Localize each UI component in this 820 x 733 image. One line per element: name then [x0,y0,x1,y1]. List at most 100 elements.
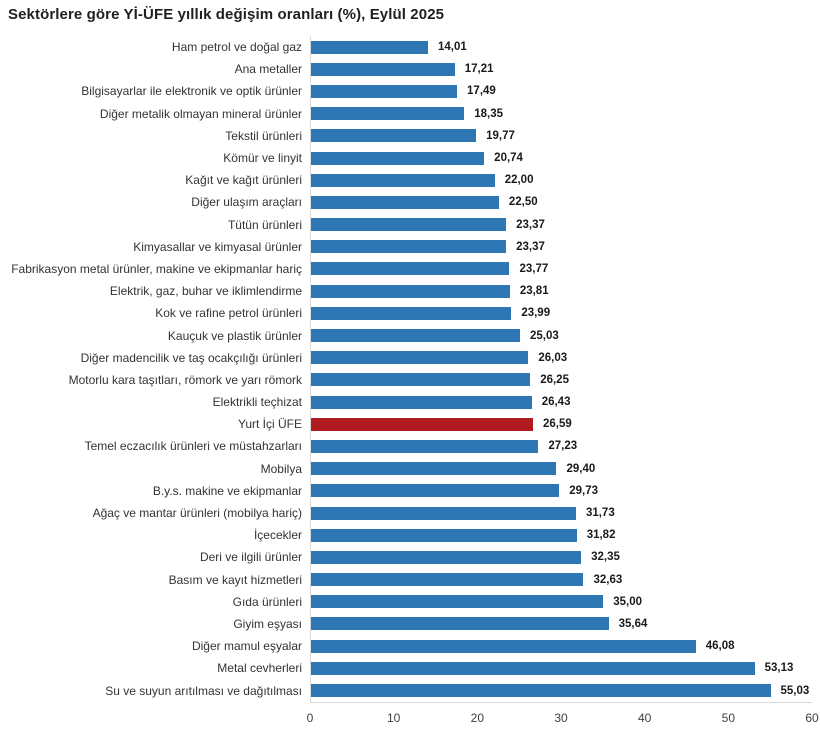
plot-cell: 29,73 [310,479,812,502]
category-label: Kömür ve linyit [223,151,302,166]
chart-row: Ağaç ve mantar ürünleri (mobilya hariç) … [8,501,812,525]
category-label: Giyim eşyası [233,616,302,631]
chart-row: Bilgisayarlar ile elektronik ve optik ür… [8,80,812,103]
bar [311,129,477,143]
chart-row: Fabrikasyon metal ürünler, makine ve eki… [8,257,812,281]
plot-cell: 23,37 [310,235,812,258]
bar [311,506,576,520]
chart-row: Diğer ulaşım araçları 22,50 [8,191,812,214]
value-label: 17,49 [467,85,496,98]
category-label: Diğer metalik olmayan mineral ürünler [99,106,302,121]
bar [311,462,557,476]
bar [311,240,507,254]
bar [311,528,577,542]
x-tick-label: 0 [306,710,314,725]
chart-row: Tütün ürünleri 23,37 [8,213,812,236]
chart-rows: Ham petrol ve doğal gaz 14,01 Ana metall… [8,36,812,702]
bar [311,573,584,587]
value-label: 32,63 [593,573,623,586]
chart-row: Motorlu kara taşıtları, römork ve yarı r… [8,368,812,391]
value-label: 18,35 [474,107,503,120]
category-label: Fabrikasyon metal ürünler, makine ve eki… [11,261,302,276]
value-label: 35,64 [618,617,648,630]
x-tick-label: 40 [637,710,652,725]
value-label: 27,23 [548,440,578,453]
chart-row: Ana metaller 17,21 [8,58,812,81]
chart-title: Sektörlere göre Yİ-ÜFE yıllık değişim or… [8,6,445,23]
plot-cell: 32,63 [310,568,812,591]
bar [311,395,532,409]
category-label: Deri ve ilgili ürünler [199,550,302,565]
bar [311,439,539,453]
value-label: 22,50 [508,196,538,209]
x-axis: 0 10 20 30 40 50 60 [306,701,819,729]
value-label: 53,13 [764,662,794,675]
bar-chart: Ham petrol ve doğal gaz 14,01 Ana metall… [8,36,819,729]
bar [311,107,465,121]
bar [311,62,455,76]
chart-row: Kauçuk ve plastik ürünler 25,03 [8,324,812,347]
chart-row: İçecekler 31,82 [8,524,812,547]
chart-row: Diğer mamul eşyalar 46,08 [8,635,812,658]
value-label: 29,73 [569,484,599,497]
value-label: 23,37 [516,240,545,253]
plot-cell: 18,35 [310,102,812,125]
x-tick-label: 20 [470,710,485,725]
x-tick-label: 60 [805,710,819,725]
chart-row: Kağıt ve kağıt ürünleri 22,00 [8,169,812,192]
plot-cell: 17,49 [310,80,812,103]
chart-row: Su ve suyun arıtılması ve dağıtılması 55… [8,679,812,702]
value-label: 23,81 [519,285,549,298]
plot-cell: 26,43 [310,391,812,414]
chart-row: Diğer madencilik ve taş ocakçılığı ürünl… [8,346,812,369]
bar [311,329,520,343]
value-label: 23,99 [521,307,551,320]
plot-cell: 19,77 [310,124,812,147]
chart-row: Kimyasallar ve kimyasal ürünler 23,37 [8,235,812,258]
bar [311,373,531,387]
category-label: Bilgisayarlar ile elektronik ve optik ür… [81,84,302,99]
category-label: Kimyasallar ve kimyasal ürünler [133,239,302,254]
chart-row: Deri ve ilgili ürünler 32,35 [8,546,812,569]
category-label: Gıda ürünleri [232,594,302,609]
category-label: Mobilya [260,461,302,476]
x-tick-label: 30 [554,710,568,725]
plot-cell: 17,21 [310,58,812,81]
chart-row: B.y.s. makine ve ekipmanlar 29,73 [8,479,812,502]
category-label: Kok ve rafine petrol ürünleri [155,306,302,321]
bar [311,84,458,98]
category-label: Basım ve kayıt hizmetleri [168,572,302,587]
chart-row: Mobilya 29,40 [8,457,812,480]
x-axis-spacer [8,702,310,729]
plot-cell: 26,59 [310,413,812,436]
chart-row: Tekstil ürünleri 19,77 [8,124,812,147]
x-tick-label: 10 [386,710,401,725]
chart-row: Diğer metalik olmayan mineral ürünler 18… [8,102,812,125]
bar [311,617,609,631]
value-label: 23,37 [516,218,545,231]
value-label: 19,77 [486,129,515,142]
chart-row: Elektrik, gaz, buhar ve iklimlendirme 23… [8,280,812,303]
category-label: Elektrikli teçhizat [212,395,302,410]
chart-row: Elektrikli teçhizat 26,43 [8,391,812,414]
category-label: Diğer mamul eşyalar [191,639,302,654]
category-label: Diğer ulaşım araçları [191,195,302,210]
value-label: 35,00 [613,595,643,608]
plot-cell: 31,73 [310,501,812,525]
value-label: 20,74 [494,152,523,165]
chart-row: Ham petrol ve doğal gaz 14,01 [8,36,812,59]
chart-row: Metal cevherleri 53,13 [8,657,812,680]
value-label: 26,03 [538,351,568,364]
value-label: 22,00 [504,174,534,187]
chart-row: Kömür ve linyit 20,74 [8,146,812,170]
category-label: Ham petrol ve doğal gaz [171,40,302,55]
value-label: 26,43 [541,396,571,409]
value-label: 31,82 [586,529,616,542]
bar [311,550,582,564]
plot-cell: 23,81 [310,280,812,303]
category-label: Motorlu kara taşıtları, römork ve yarı r… [68,372,302,387]
plot-cell: 35,64 [310,612,812,636]
category-label: Yurt İçi ÜFE [237,417,302,432]
plot-cell: 23,77 [310,257,812,281]
